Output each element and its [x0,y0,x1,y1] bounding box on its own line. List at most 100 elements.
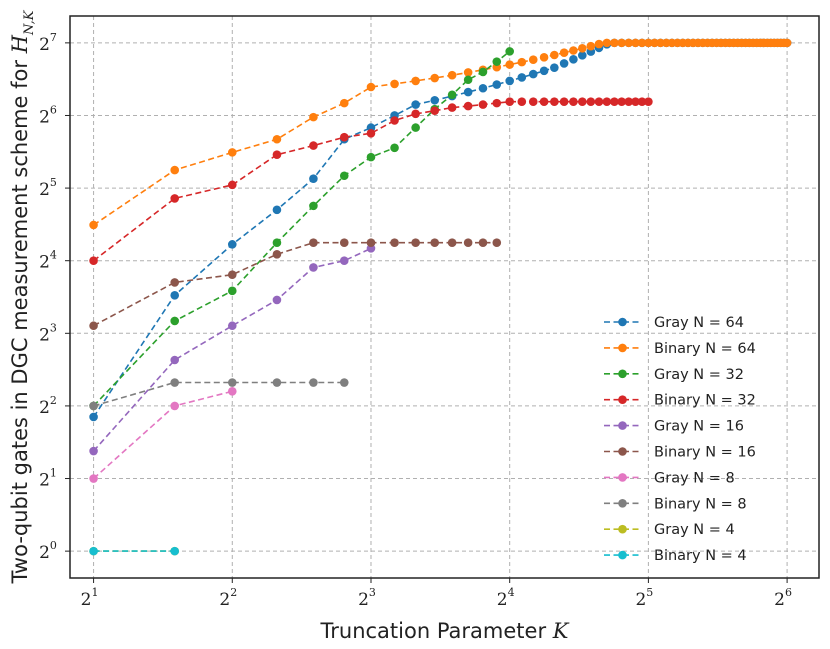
data-point [170,194,180,203]
legend-label: Binary N = 8 [654,496,747,512]
legend-marker [618,343,627,353]
legend-marker [618,395,627,405]
data-point [559,97,569,106]
data-point [170,165,180,175]
data-point [492,80,502,89]
data-point [227,286,237,296]
data-point [644,38,653,48]
data-point [617,38,626,48]
data-point [411,100,420,109]
data-point [227,378,237,387]
data-point [447,90,457,100]
data-point [559,48,569,58]
legend-label: Binary N = 4 [654,548,747,564]
data-point [463,238,473,247]
y-tick-label: 22 [39,394,57,418]
data-point [89,474,98,483]
data-point [637,97,647,106]
data-point [339,98,349,108]
data-point [430,238,440,247]
data-point [578,44,587,53]
data-point [227,270,237,279]
series-binary-n-4 [89,546,180,556]
data-point [272,250,282,259]
data-point [517,97,527,106]
x-tick-label: 26 [774,586,792,610]
legend-marker [618,317,627,327]
data-point [309,201,318,211]
series-gray-n-64 [89,38,792,422]
data-point [390,79,399,89]
legend-label: Gray N = 8 [654,470,735,486]
data-point [569,46,578,55]
data-point [631,38,640,48]
data-point [272,378,282,387]
data-point [539,97,549,106]
data-point [559,59,569,68]
data-point [170,355,180,365]
data-point [610,38,619,48]
legend-marker [618,473,627,482]
data-point [637,38,647,48]
data-point [578,97,587,106]
data-point [586,41,596,51]
data-point [539,66,549,76]
data-point [528,97,538,106]
data-point [366,152,376,162]
y-tick-label: 27 [39,31,57,55]
series-line [93,241,497,327]
data-point [89,412,98,422]
data-point [411,238,420,247]
data-point [463,75,473,85]
legend-label: Gray N = 32 [654,367,744,383]
legend-label: Gray N = 4 [654,522,735,538]
data-point [644,97,653,106]
legend-label: Binary N = 32 [654,393,756,409]
data-point [272,295,282,305]
data-point [631,97,640,106]
data-point [390,143,399,153]
data-point [411,76,420,86]
data-point [227,321,237,331]
x-tick-label: 24 [497,586,515,610]
legend-marker [618,524,627,534]
data-point [170,401,180,411]
data-point [782,38,792,48]
data-point [227,386,237,396]
data-point [309,112,318,122]
data-point [170,278,180,287]
legend-label: Gray N = 64 [654,315,744,331]
legend-marker [618,499,627,508]
data-point [624,38,633,48]
series-line [93,50,511,407]
data-point [89,220,98,230]
data-point [309,378,318,387]
data-point [578,51,587,60]
legend-label: Binary N = 64 [654,341,756,357]
y-tick-label: 23 [39,321,57,345]
legend-item: Gray N = 64 [604,315,744,331]
data-point [650,38,659,48]
series-gray-n-16 [89,244,376,456]
x-tick-label: 23 [358,586,376,610]
y-tick-label: 21 [39,467,57,491]
data-point [492,238,502,247]
series-binary-n-8 [89,378,349,411]
legend: Gray N = 64 Binary N = 64 Gray N = 32 Binar… [604,315,756,564]
legend-item: Gray N = 32 [604,367,744,383]
data-point [430,73,440,83]
data-point [170,546,180,556]
series-group [89,38,792,556]
legend-item: Binary N = 8 [604,496,747,512]
legend-label: Binary N = 16 [654,445,756,461]
legend-marker [618,369,627,379]
data-point [602,38,612,48]
data-point [492,57,502,66]
legend-marker [618,447,627,456]
legend-item: Binary N = 4 [604,548,747,564]
legend-item: Binary N = 64 [604,341,756,357]
data-point [227,148,237,157]
data-point [528,69,538,79]
data-point [617,97,626,106]
data-point [463,101,473,111]
